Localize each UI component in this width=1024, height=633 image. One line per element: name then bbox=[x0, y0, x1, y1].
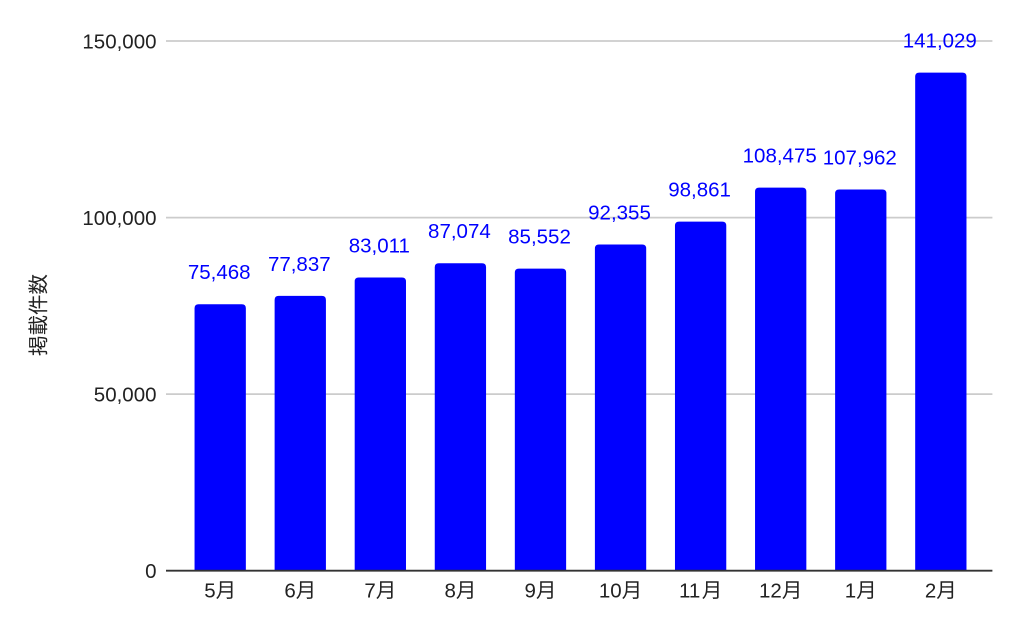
svg-text:92,355: 92,355 bbox=[588, 202, 651, 225]
svg-text:100,000: 100,000 bbox=[82, 207, 156, 230]
svg-text:10: 10 bbox=[599, 579, 622, 602]
svg-text:11: 11 bbox=[679, 579, 700, 602]
svg-text:5: 5 bbox=[204, 579, 215, 602]
svg-text:150,000: 150,000 bbox=[82, 30, 156, 53]
svg-text:141,029: 141,029 bbox=[903, 30, 977, 53]
svg-text:75,468: 75,468 bbox=[188, 261, 251, 284]
svg-text:77,837: 77,837 bbox=[268, 253, 331, 276]
svg-text:108,475: 108,475 bbox=[743, 145, 817, 168]
svg-text:50,000: 50,000 bbox=[94, 383, 157, 406]
svg-text:6: 6 bbox=[284, 579, 295, 602]
svg-text:107,962: 107,962 bbox=[823, 147, 897, 170]
svg-text:7: 7 bbox=[364, 579, 375, 602]
svg-text:12: 12 bbox=[759, 579, 782, 602]
svg-text:85,552: 85,552 bbox=[508, 226, 571, 249]
svg-text:0: 0 bbox=[145, 560, 156, 583]
svg-text:8: 8 bbox=[444, 579, 455, 602]
svg-text:83,011: 83,011 bbox=[349, 235, 410, 258]
svg-text:1: 1 bbox=[845, 579, 856, 602]
svg-text:87,074: 87,074 bbox=[428, 220, 491, 243]
svg-text:2: 2 bbox=[925, 579, 936, 602]
svg-text:98,861: 98,861 bbox=[668, 179, 731, 202]
svg-text:9: 9 bbox=[525, 579, 536, 602]
